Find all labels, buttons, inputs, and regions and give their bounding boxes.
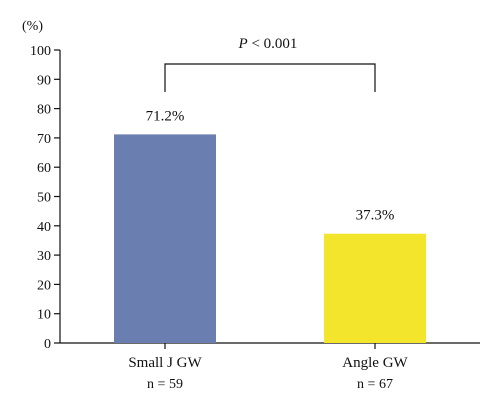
y-tick-label: 0 bbox=[44, 337, 51, 352]
y-axis: 0 10 20 30 40 50 60 70 80 90 100 bbox=[30, 44, 480, 352]
y-tick-label: 30 bbox=[37, 249, 51, 264]
y-tick-label: 40 bbox=[37, 220, 51, 235]
y-axis-unit-label: (%) bbox=[22, 19, 43, 34]
bar-value-label: 71.2% bbox=[146, 108, 185, 124]
p-value-text: < 0.001 bbox=[248, 36, 298, 52]
p-value-symbol: P bbox=[238, 36, 248, 52]
y-tick-label: 100 bbox=[30, 44, 51, 59]
sample-size-label: n = 59 bbox=[147, 377, 183, 392]
x-category-label: Angle GW bbox=[342, 355, 408, 371]
y-tick-label: 50 bbox=[37, 191, 51, 206]
y-tick-label: 60 bbox=[37, 161, 51, 176]
sample-size-label: n = 67 bbox=[357, 377, 393, 392]
x-category-label: Small J GW bbox=[128, 355, 202, 371]
y-tick-label: 90 bbox=[37, 73, 51, 88]
p-value-label: P < 0.001 bbox=[238, 36, 298, 52]
y-tick-label: 70 bbox=[37, 132, 51, 147]
y-tick-label: 20 bbox=[37, 278, 51, 293]
y-tick-label: 10 bbox=[37, 308, 51, 323]
y-tick-label: 80 bbox=[37, 103, 51, 118]
bar-value-label: 37.3% bbox=[356, 208, 395, 224]
significance-bracket-group: P < 0.001 bbox=[164, 36, 376, 92]
bars: 71.2% Small J GW n = 59 37.3% Angle GW n = 67 bbox=[114, 108, 426, 392]
significance-bracket bbox=[164, 63, 376, 92]
bar bbox=[114, 134, 216, 343]
bar bbox=[324, 233, 426, 343]
